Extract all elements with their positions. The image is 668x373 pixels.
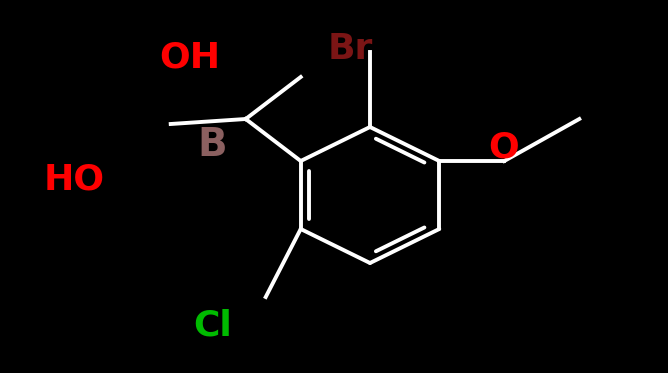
Text: B: B — [197, 126, 227, 164]
Text: Cl: Cl — [193, 308, 232, 342]
Text: Br: Br — [328, 32, 373, 66]
Text: O: O — [488, 131, 519, 165]
Text: HO: HO — [44, 163, 105, 197]
Text: OH: OH — [159, 41, 220, 75]
